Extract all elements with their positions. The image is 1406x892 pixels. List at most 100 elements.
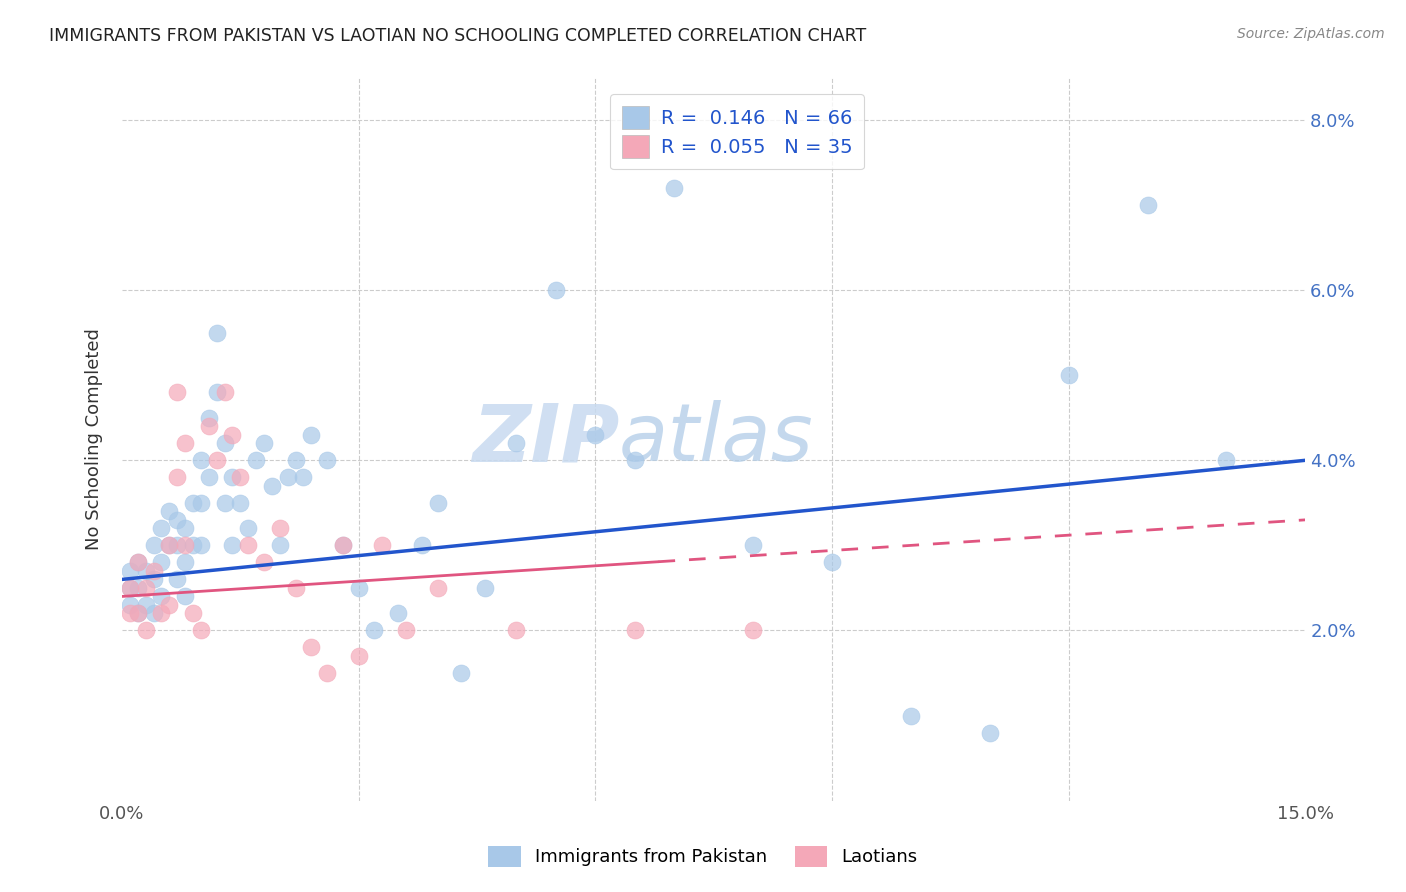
Point	[221, 470, 243, 484]
Point	[127, 607, 149, 621]
Point	[583, 427, 606, 442]
Text: atlas: atlas	[619, 400, 814, 478]
Point	[150, 521, 173, 535]
Point	[238, 538, 260, 552]
Point	[127, 555, 149, 569]
Point	[157, 598, 180, 612]
Point	[142, 573, 165, 587]
Point	[157, 538, 180, 552]
Point	[118, 564, 141, 578]
Point	[190, 538, 212, 552]
Point	[269, 538, 291, 552]
Point	[198, 410, 221, 425]
Point	[214, 436, 236, 450]
Text: IMMIGRANTS FROM PAKISTAN VS LAOTIAN NO SCHOOLING COMPLETED CORRELATION CHART: IMMIGRANTS FROM PAKISTAN VS LAOTIAN NO S…	[49, 27, 866, 45]
Point	[299, 427, 322, 442]
Point	[395, 624, 418, 638]
Point	[181, 538, 204, 552]
Point	[371, 538, 394, 552]
Point	[260, 479, 283, 493]
Point	[221, 538, 243, 552]
Point	[253, 555, 276, 569]
Point	[142, 538, 165, 552]
Point	[284, 453, 307, 467]
Point	[150, 555, 173, 569]
Point	[450, 665, 472, 680]
Point	[277, 470, 299, 484]
Point	[221, 427, 243, 442]
Text: Source: ZipAtlas.com: Source: ZipAtlas.com	[1237, 27, 1385, 41]
Point	[205, 326, 228, 340]
Point	[166, 385, 188, 400]
Point	[166, 513, 188, 527]
Point	[292, 470, 315, 484]
Point	[174, 538, 197, 552]
Point	[214, 385, 236, 400]
Point	[332, 538, 354, 552]
Point	[269, 521, 291, 535]
Point	[198, 419, 221, 434]
Point	[198, 470, 221, 484]
Point	[979, 725, 1001, 739]
Point	[347, 581, 370, 595]
Point	[284, 581, 307, 595]
Point	[190, 496, 212, 510]
Point	[135, 624, 157, 638]
Point	[505, 436, 527, 450]
Point	[229, 496, 252, 510]
Point	[347, 648, 370, 663]
Point	[214, 496, 236, 510]
Point	[166, 470, 188, 484]
Point	[387, 607, 409, 621]
Legend: Immigrants from Pakistan, Laotians: Immigrants from Pakistan, Laotians	[481, 838, 925, 874]
Point	[900, 708, 922, 723]
Point	[316, 453, 339, 467]
Point	[299, 640, 322, 655]
Point	[166, 573, 188, 587]
Point	[253, 436, 276, 450]
Point	[544, 283, 567, 297]
Point	[166, 538, 188, 552]
Point	[363, 624, 385, 638]
Text: ZIP: ZIP	[471, 400, 619, 478]
Point	[505, 624, 527, 638]
Point	[426, 581, 449, 595]
Point	[664, 181, 686, 195]
Point	[127, 607, 149, 621]
Point	[157, 538, 180, 552]
Point	[142, 564, 165, 578]
Point	[118, 581, 141, 595]
Point	[142, 607, 165, 621]
Point	[150, 590, 173, 604]
Point	[174, 436, 197, 450]
Point	[1215, 453, 1237, 467]
Point	[1057, 368, 1080, 383]
Point	[127, 581, 149, 595]
Point	[821, 555, 844, 569]
Point	[181, 607, 204, 621]
Point	[426, 496, 449, 510]
Point	[742, 624, 765, 638]
Point	[118, 581, 141, 595]
Point	[135, 598, 157, 612]
Point	[205, 453, 228, 467]
Point	[135, 564, 157, 578]
Point	[157, 504, 180, 518]
Point	[174, 521, 197, 535]
Point	[474, 581, 496, 595]
Point	[332, 538, 354, 552]
Point	[181, 496, 204, 510]
Point	[135, 581, 157, 595]
Point	[245, 453, 267, 467]
Point	[118, 598, 141, 612]
Point	[229, 470, 252, 484]
Y-axis label: No Schooling Completed: No Schooling Completed	[86, 328, 103, 550]
Point	[174, 555, 197, 569]
Point	[190, 453, 212, 467]
Point	[127, 555, 149, 569]
Point	[624, 453, 647, 467]
Point	[624, 624, 647, 638]
Point	[174, 590, 197, 604]
Point	[205, 385, 228, 400]
Legend: R =  0.146   N = 66, R =  0.055   N = 35: R = 0.146 N = 66, R = 0.055 N = 35	[610, 95, 865, 169]
